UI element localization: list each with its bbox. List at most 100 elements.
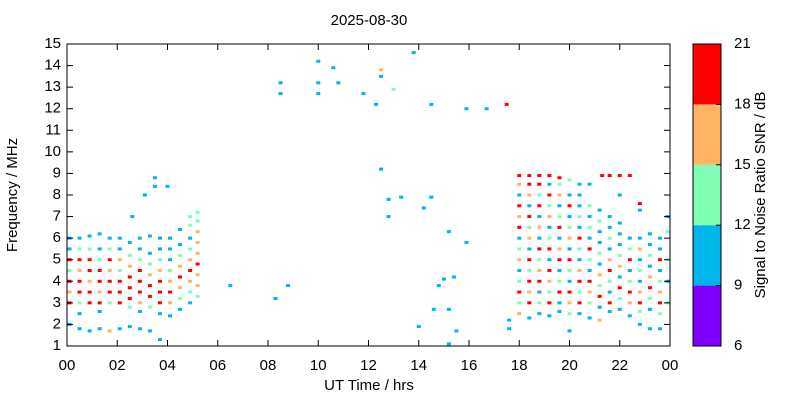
y-tick-label: 11 (45, 121, 61, 138)
data-point (627, 279, 632, 283)
data-point (517, 236, 522, 240)
data-point (557, 236, 562, 240)
data-point (617, 264, 622, 268)
data-point (147, 329, 152, 333)
data-point (537, 279, 542, 283)
data-point (87, 301, 92, 305)
data-point (597, 240, 602, 244)
data-point (195, 294, 200, 298)
data-point (386, 215, 391, 219)
data-point (617, 243, 622, 247)
data-point (627, 247, 632, 251)
data-point (517, 204, 522, 208)
data-point (617, 232, 622, 236)
data-point (67, 269, 72, 272)
data-point (147, 273, 152, 277)
y-tick-label: 7 (53, 208, 61, 225)
data-point (607, 174, 612, 178)
data-point (429, 195, 434, 199)
data-point (527, 258, 532, 262)
data-point (168, 290, 173, 294)
data-point (587, 290, 592, 294)
data-point (188, 223, 193, 227)
data-point (97, 247, 102, 251)
data-point (597, 294, 602, 298)
data-point (517, 312, 522, 316)
data-point (527, 174, 532, 178)
data-point (577, 182, 582, 186)
data-point (537, 247, 542, 251)
data-point (77, 258, 82, 262)
data-point (97, 232, 102, 236)
data-point (97, 290, 102, 294)
data-point (451, 275, 456, 279)
data-point (577, 269, 582, 272)
data-point (379, 74, 384, 78)
data-point (379, 68, 384, 72)
x-tick-label: 18 (511, 357, 528, 374)
data-point (147, 294, 152, 298)
data-point (195, 240, 200, 244)
data-point (316, 92, 321, 96)
data-point (77, 290, 82, 294)
colorbar-tick-label: 9 (734, 277, 742, 294)
data-point (117, 279, 122, 283)
data-point (617, 297, 622, 301)
data-point (547, 258, 552, 262)
x-tick-label: 00 (59, 357, 76, 374)
data-point (597, 262, 602, 266)
data-point (157, 247, 162, 251)
x-tick-label: 20 (561, 357, 578, 374)
data-point (547, 301, 552, 305)
data-point (77, 312, 82, 316)
data-point (87, 269, 92, 272)
data-point (657, 247, 662, 251)
x-tick-label: 16 (461, 357, 478, 374)
data-point (657, 279, 662, 283)
data-point (77, 236, 82, 240)
data-point (278, 92, 283, 96)
data-point (157, 236, 162, 240)
data-point (421, 206, 426, 210)
data-point (188, 279, 193, 283)
data-point (617, 221, 622, 225)
data-point (517, 279, 522, 283)
data-point (228, 284, 233, 288)
data-point (657, 269, 662, 272)
data-point (587, 247, 592, 251)
data-point (657, 258, 662, 262)
data-point (127, 286, 132, 290)
data-point (607, 236, 612, 240)
data-point (577, 225, 582, 229)
data-point (647, 286, 652, 290)
data-point (617, 307, 622, 311)
data-point (517, 182, 522, 186)
data-point (587, 279, 592, 283)
data-point (537, 269, 542, 272)
data-point (547, 236, 552, 240)
data-point (87, 258, 92, 262)
data-point (547, 215, 552, 219)
data-point (195, 230, 200, 234)
data-point (87, 329, 92, 333)
colorbar-tick-label: 6 (734, 337, 742, 354)
data-point (168, 236, 173, 240)
data-point (587, 215, 592, 219)
colorbar-frame (692, 43, 722, 347)
x-tick-label: 04 (159, 357, 176, 374)
data-point (127, 240, 132, 244)
data-point (557, 269, 562, 272)
data-point (567, 236, 572, 240)
data-point (637, 322, 642, 326)
data-point (87, 247, 92, 251)
data-point (117, 269, 122, 272)
data-point (647, 275, 652, 279)
data-point (537, 312, 542, 316)
data-point (517, 258, 522, 262)
data-point (567, 204, 572, 208)
data-point (157, 269, 162, 272)
colorbar-band (693, 44, 721, 105)
data-point (627, 236, 632, 240)
data-point (537, 193, 542, 197)
data-point (547, 174, 552, 178)
